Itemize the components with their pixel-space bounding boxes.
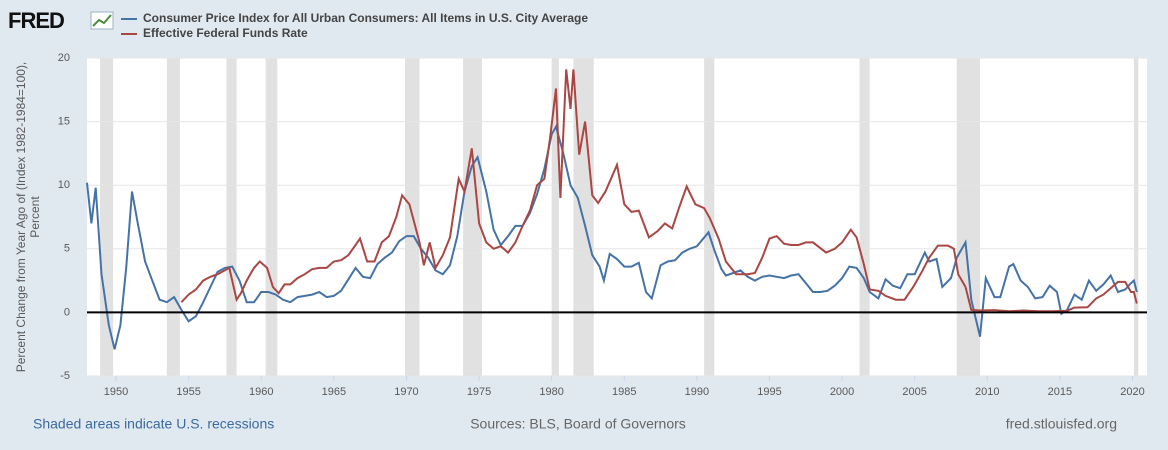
x-tick-label: 2005 xyxy=(902,386,926,398)
x-tick-label: 1980 xyxy=(539,386,563,398)
x-tick-label: 1950 xyxy=(104,386,128,398)
recession-band xyxy=(1133,58,1139,376)
series-line xyxy=(180,69,1138,313)
recession-band xyxy=(956,58,981,376)
y-axis-label: Percent Change from Year Ago of (Index 1… xyxy=(14,62,28,373)
y-tick-label: 20 xyxy=(58,52,70,64)
x-tick-label: 1955 xyxy=(176,386,200,398)
recession-band xyxy=(226,58,237,376)
footer-right: fred.stlouisfed.org xyxy=(1006,416,1117,432)
recession-band xyxy=(166,58,180,376)
legend-label: Consumer Price Index for All Urban Consu… xyxy=(143,11,588,25)
x-tick-label: 2010 xyxy=(975,386,999,398)
logo: FRED xyxy=(8,8,64,33)
recession-band xyxy=(100,58,114,376)
recession-band xyxy=(551,58,559,376)
logo-icon xyxy=(90,11,114,30)
x-tick-label: 2000 xyxy=(830,386,854,398)
y-tick-label: 0 xyxy=(64,306,70,318)
footer-left: Shaded areas indicate U.S. recessions xyxy=(33,416,274,432)
plot-area xyxy=(87,58,1147,376)
y-tick-label: 10 xyxy=(58,179,70,191)
footer-center: Sources: BLS, Board of Governors xyxy=(470,416,686,432)
recession-band xyxy=(463,58,482,376)
x-tick-label: 1990 xyxy=(685,386,709,398)
series-line xyxy=(86,124,1138,350)
y-tick-label: 5 xyxy=(64,243,70,255)
x-tick-label: 2020 xyxy=(1120,386,1144,398)
x-tick-label: 2015 xyxy=(1048,386,1072,398)
x-tick-label: 1960 xyxy=(249,386,273,398)
x-tick-label: 1985 xyxy=(612,386,636,398)
x-tick-label: 1975 xyxy=(467,386,491,398)
recession-band xyxy=(859,58,870,376)
legend-label: Effective Federal Funds Rate xyxy=(143,26,308,40)
recession-band xyxy=(265,58,278,376)
y-tick-label: 15 xyxy=(58,116,70,128)
x-tick-label: 1965 xyxy=(322,386,346,398)
x-tick-label: 1995 xyxy=(757,386,781,398)
x-tick-label: 1970 xyxy=(394,386,418,398)
y-axis-label: Percent xyxy=(28,196,42,238)
y-tick-label: -5 xyxy=(60,370,70,382)
